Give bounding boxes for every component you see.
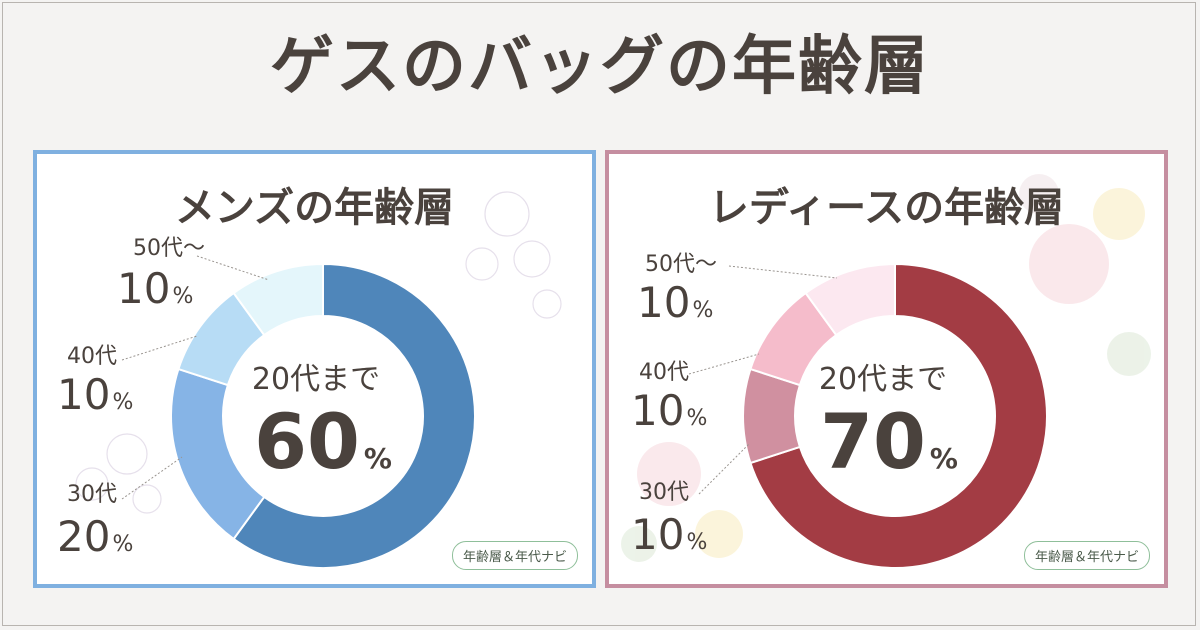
womens-label-50s: 50代～ <box>645 252 717 277</box>
womens-value-30s-number: 10 <box>631 510 685 559</box>
womens-value-40s: 10% <box>631 388 707 442</box>
womens-slice-3 <box>804 262 896 337</box>
mens-value-30s: 20% <box>57 514 133 568</box>
mens-leader-lines <box>121 255 270 500</box>
womens-chart-title: レディースの年齢層 <box>708 185 1065 231</box>
womens-brand-badge: 年齢層＆年代ナビ <box>1023 541 1150 570</box>
womens-leader-lines <box>688 265 838 495</box>
flower-decoration-right <box>621 174 1151 562</box>
mens-value-50s: 10% <box>117 266 193 320</box>
mens-slice-3 <box>232 262 324 337</box>
mens-center-number: 60 <box>254 397 360 486</box>
womens-value-40s-number: 10 <box>631 386 685 435</box>
womens-value-50s: 10% <box>637 280 713 334</box>
womens-center-value: 70% <box>779 402 999 499</box>
mens-value-30s-number: 20 <box>57 512 111 561</box>
mens-center-value: 60% <box>213 402 433 499</box>
mens-value-40s-number: 10 <box>57 370 111 419</box>
mens-value-30s-percent: % <box>112 532 134 557</box>
womens-label-30s: 30代 <box>639 480 689 505</box>
womens-panel: レディースの年齢層 20代まで 70% 50代～ 10% 40代 10% 30代… <box>605 150 1168 588</box>
mens-slice-0 <box>232 262 476 569</box>
mens-donut-chart <box>170 262 476 569</box>
womens-value-50s-percent: % <box>692 298 714 323</box>
mens-value-40s-percent: % <box>112 390 134 415</box>
mens-value-50s-number: 10 <box>117 264 171 313</box>
womens-value-40s-percent: % <box>686 406 708 431</box>
womens-value-30s-percent: % <box>686 530 708 555</box>
flower-decoration-top <box>75 191 562 514</box>
womens-donut-chart <box>741 262 1048 569</box>
mens-value-50s-percent: % <box>172 284 194 309</box>
mens-center-percent: % <box>363 442 392 475</box>
mens-panel: メンズの年齢層 20代まで 60% 50代～ 10% 40代 10% 30代 2… <box>33 150 596 588</box>
mens-center-label: 20代まで <box>251 362 381 397</box>
womens-center-number: 70 <box>820 397 926 486</box>
womens-label-40s: 40代 <box>639 360 689 385</box>
womens-slice-0 <box>749 262 1048 569</box>
mens-chart-title: メンズの年齢層 <box>174 185 455 231</box>
mens-brand-badge: 年齢層＆年代ナビ <box>451 541 578 570</box>
womens-value-50s-number: 10 <box>637 278 691 327</box>
womens-value-30s: 10% <box>631 512 707 566</box>
mens-value-40s: 10% <box>57 372 133 426</box>
mens-label-50s: 50代～ <box>133 236 205 261</box>
main-title: ゲスのバッグの年齢層 <box>270 30 930 104</box>
womens-center-label: 20代まで <box>818 362 948 397</box>
mens-label-30s: 30代 <box>67 482 117 507</box>
womens-center-percent: % <box>929 442 958 475</box>
mens-label-40s: 40代 <box>67 344 117 369</box>
